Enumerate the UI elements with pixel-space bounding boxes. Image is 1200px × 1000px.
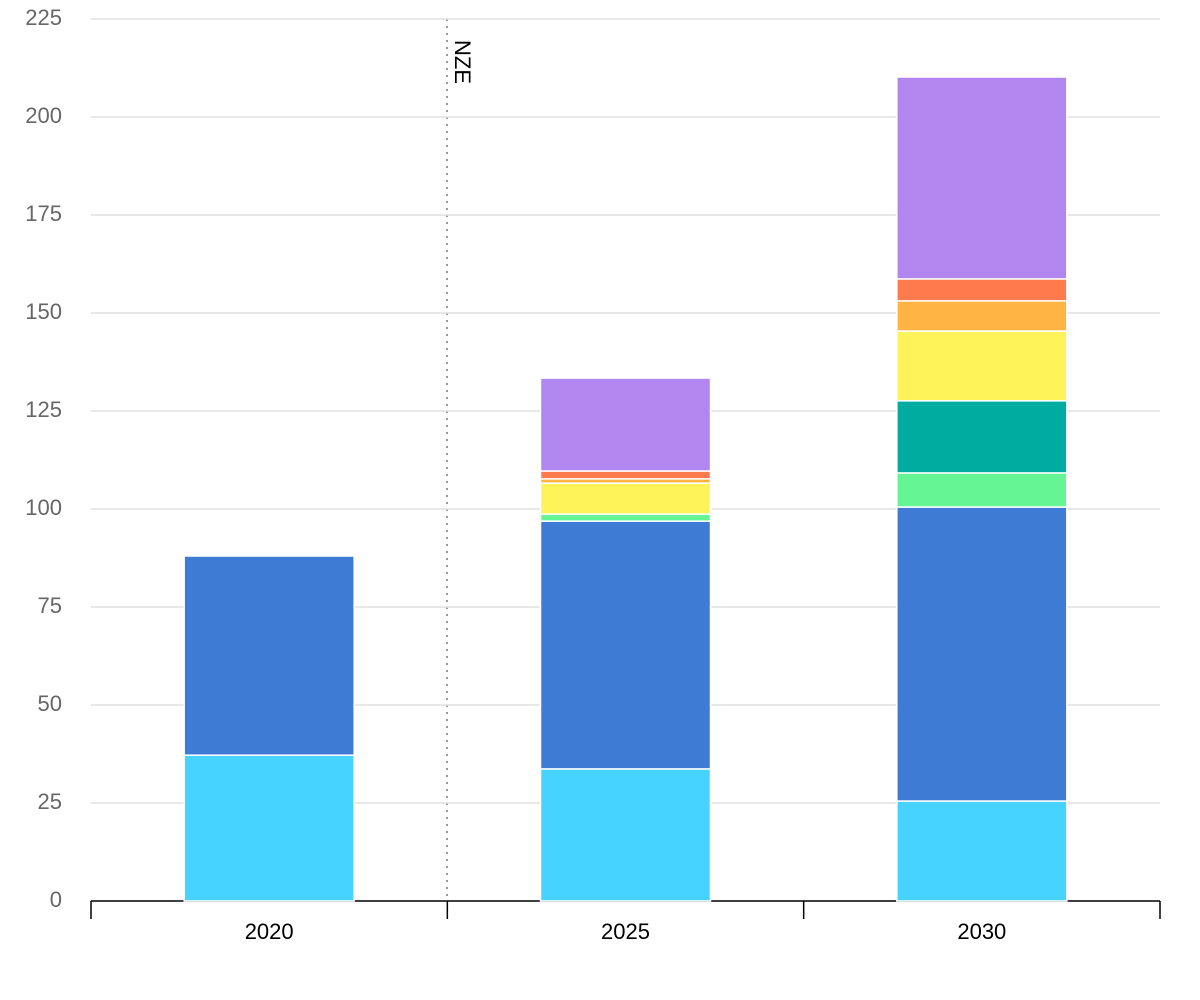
- y-tick-label: 100: [25, 495, 62, 520]
- x-tick-label: 2025: [601, 919, 650, 944]
- bar-segment: [896, 278, 1068, 302]
- bar-segment: [896, 400, 1068, 474]
- x-tick-label: 2030: [957, 919, 1006, 944]
- bar-segment: [539, 520, 712, 770]
- bar-segment: [539, 768, 712, 902]
- y-tick-label: 200: [25, 103, 62, 128]
- bar-segment: [896, 330, 1068, 402]
- y-tick-label: 225: [25, 5, 62, 30]
- bar-segment: [896, 506, 1068, 802]
- bar-segment: [896, 300, 1068, 332]
- bar-segment: [896, 800, 1068, 902]
- bar-segment: [183, 555, 355, 756]
- y-tick-label: 125: [25, 397, 62, 422]
- annotation: NZE: [450, 40, 475, 84]
- y-tick-label: 150: [25, 299, 62, 324]
- x-tick-label: 2020: [245, 919, 294, 944]
- bar-segment: [539, 513, 712, 522]
- bar-segment: [539, 377, 712, 472]
- y-tick-label: 50: [38, 691, 62, 716]
- bar-segment: [539, 470, 712, 480]
- bar-segment: [896, 472, 1068, 508]
- bar-segment: [896, 76, 1068, 280]
- y-tick-label: 175: [25, 201, 62, 226]
- bar-segment: [539, 482, 712, 515]
- y-tick-label: 75: [38, 593, 62, 618]
- bar-segment: [183, 754, 355, 902]
- y-tick-label: 0: [50, 887, 62, 912]
- y-tick-label: 25: [38, 789, 62, 814]
